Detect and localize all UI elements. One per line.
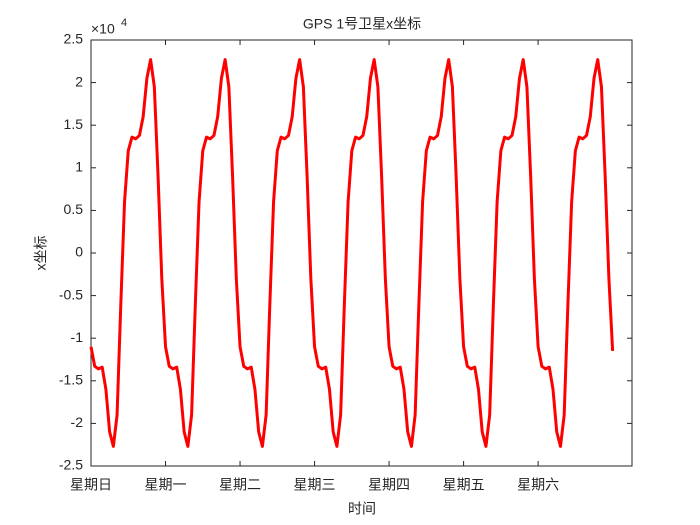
chart-title: GPS 1号卫星x坐标	[303, 16, 421, 32]
x-tick-label: 星期二	[219, 477, 261, 493]
plot-area	[90, 39, 633, 467]
x-tick-label: 星期五	[443, 477, 485, 493]
y-tick-label: -1.5	[59, 372, 83, 388]
y-multiplier: ×10	[91, 21, 115, 37]
y-multiplier-exponent: 4	[121, 17, 127, 29]
y-tick-label: 2	[75, 73, 83, 89]
x-tick-label: 星期三	[294, 477, 336, 493]
data-line	[89, 58, 615, 448]
x-tick-label: 星期四	[368, 477, 410, 493]
y-tick-label: 1.5	[64, 116, 84, 132]
x-tick-label: 星期日	[70, 477, 112, 493]
y-axis-label: x坐标	[33, 236, 49, 271]
y-tick-label: 0.5	[64, 201, 84, 217]
y-tick-label: 2.5	[64, 31, 84, 47]
y-tick-label: -1	[71, 329, 84, 345]
y-tick-label: 0	[75, 244, 83, 260]
x-axis-label: 时间	[348, 501, 376, 517]
y-tick-label: -2.5	[59, 457, 83, 473]
y-tick-label: -0.5	[59, 286, 83, 302]
x-tick-label: 星期六	[517, 477, 559, 493]
y-tick-label: 1	[75, 159, 83, 175]
x-tick-label: 星期一	[145, 477, 187, 493]
y-tick-label: -2	[71, 414, 84, 430]
